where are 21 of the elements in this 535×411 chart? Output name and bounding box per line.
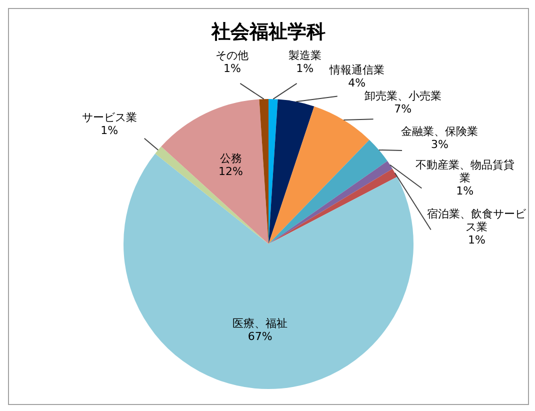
slice-label: 卸売業、小売業 <box>364 89 442 102</box>
data-label: 1% <box>100 124 118 138</box>
slice-label: サービス業 <box>82 111 137 124</box>
slice-label: 情報通信業 <box>328 64 384 77</box>
slice-label: 製造業 <box>288 49 322 62</box>
data-label: 1% <box>456 184 474 198</box>
slice-label: 不動産業、物品賃貸業 <box>415 158 514 185</box>
data-label: 3% <box>430 138 448 151</box>
data-label: 7% <box>394 102 412 116</box>
data-label: 1% <box>223 62 241 76</box>
data-label: 67% <box>248 330 272 343</box>
data-label: 4% <box>348 76 366 90</box>
slice-label: 宿泊業、飲食サービス業 <box>427 207 528 234</box>
chart-title: 社会福祉学科 <box>210 20 326 43</box>
slice-label: 公務 <box>220 152 242 165</box>
slice-label: 医療、福祉 <box>232 316 288 330</box>
slice-label: その他 <box>216 49 249 62</box>
data-label: 12% <box>218 164 243 178</box>
data-label: 1% <box>296 62 314 76</box>
slice-label: 金融業、保険業 <box>401 124 478 138</box>
data-label: 1% <box>468 233 486 246</box>
